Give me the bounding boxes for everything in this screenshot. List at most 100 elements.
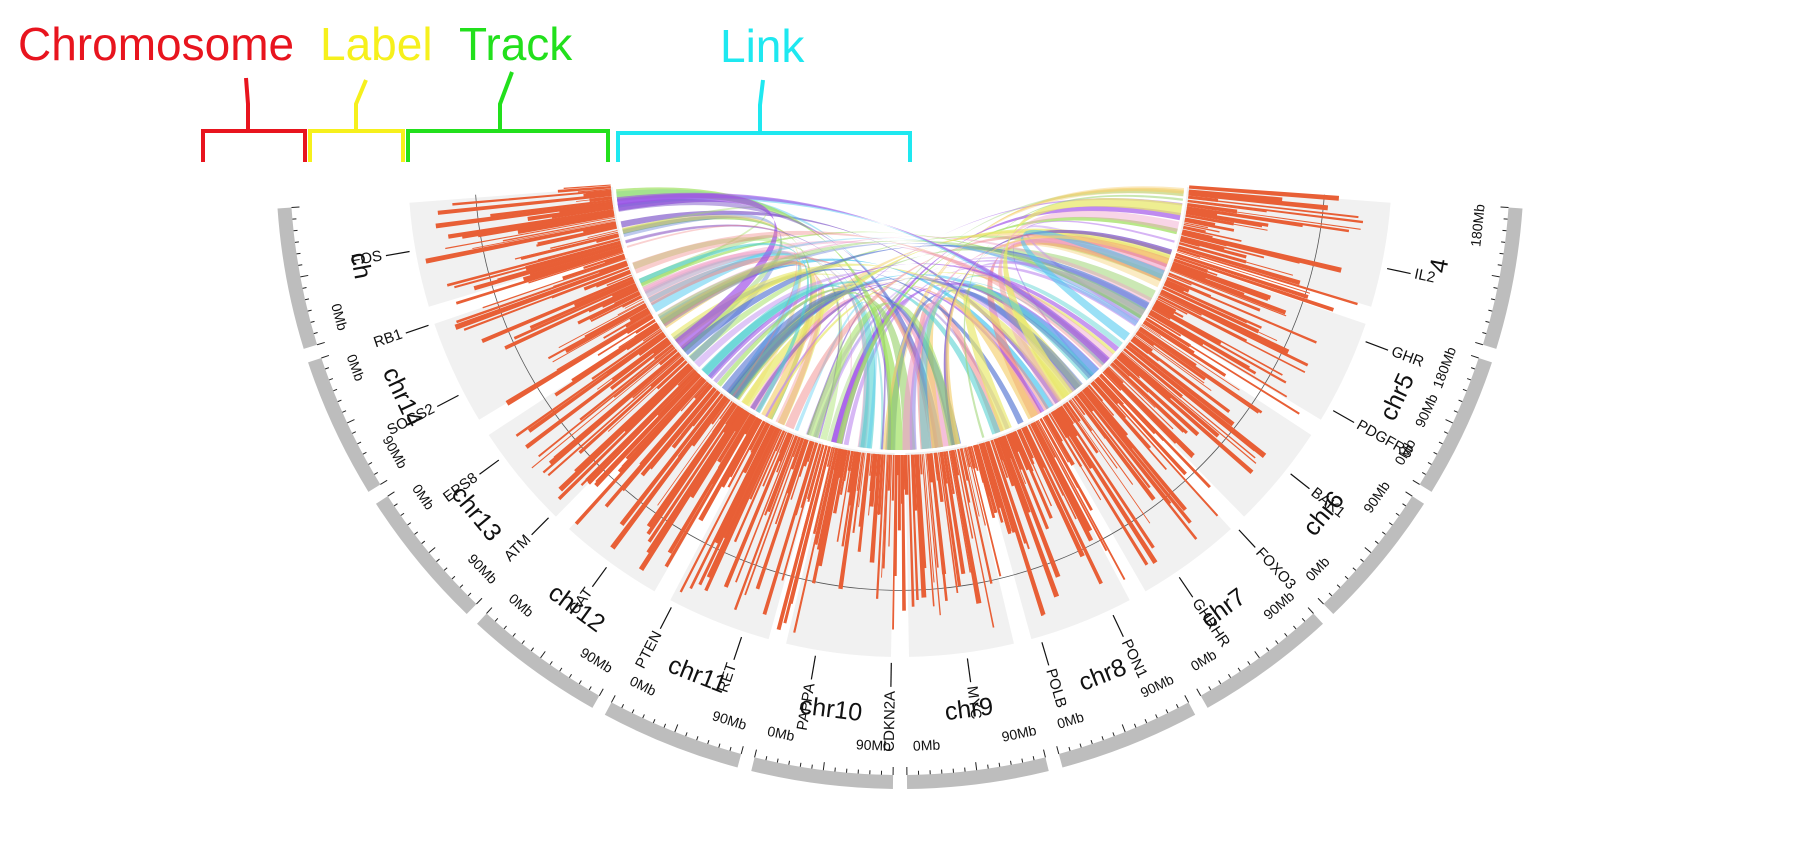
track-bar [1043, 416, 1058, 438]
track-bar [547, 356, 683, 477]
tick-mark [1427, 461, 1432, 465]
track-bar [1062, 404, 1076, 423]
track-bar [1179, 238, 1247, 259]
tick-label: 90Mb [465, 551, 501, 587]
track-bar [1166, 278, 1317, 344]
track-bar [589, 293, 641, 321]
tick-mark [987, 764, 989, 769]
track-bar [858, 452, 866, 508]
track-bar [658, 348, 678, 366]
track-bar [597, 319, 655, 356]
tick-mark [324, 367, 330, 370]
chromosome-band [1058, 702, 1196, 768]
track-bar [563, 184, 611, 190]
track-bar [984, 441, 1016, 533]
link-ribbon [670, 263, 1070, 402]
track-bar [526, 276, 633, 322]
gene-leader-line [591, 566, 607, 588]
track-bar [437, 193, 612, 215]
track-bar [577, 188, 612, 193]
track-segment [786, 445, 895, 657]
tick-mark [1470, 354, 1479, 359]
track-bar [1024, 425, 1103, 585]
link-ribbon [659, 261, 823, 426]
tick-mark [1196, 688, 1202, 696]
chromosome-chr4: 180Mb 4 [1424, 203, 1523, 349]
track-bar [1165, 279, 1190, 293]
gene-label-cdkn2a: CDKN2A [881, 662, 899, 752]
track-bar [792, 437, 801, 458]
track-bar [1169, 270, 1287, 317]
tick-mark [1068, 746, 1071, 751]
track-bar [1183, 223, 1220, 233]
tick-mark [998, 762, 1001, 767]
link-ribbon [707, 263, 1120, 380]
track-bar [1157, 296, 1306, 374]
track-bar [554, 324, 660, 397]
tick-mark [559, 667, 563, 672]
track-bar [767, 435, 799, 513]
gene-leader-line [436, 394, 459, 408]
tick-mark [776, 758, 779, 763]
track-bar [888, 454, 893, 547]
tick-mark [1010, 760, 1012, 765]
tick-mark [1307, 607, 1314, 614]
track-bar [667, 413, 754, 554]
track-bar [1185, 215, 1268, 231]
tick-mark [1405, 491, 1413, 497]
tick-mark [663, 723, 667, 728]
track-bar [529, 280, 636, 330]
track-bar [1097, 376, 1124, 405]
tick-mark [1344, 575, 1349, 580]
track-bar [957, 449, 995, 628]
gene-label-fos: FOS [350, 247, 410, 270]
tick-mark [1475, 341, 1484, 346]
track-bar [704, 428, 781, 592]
tick-mark [1237, 667, 1241, 672]
track-bar [553, 260, 627, 288]
track-bar [790, 437, 805, 470]
track-bar [1180, 235, 1265, 259]
track-bar [833, 449, 848, 514]
tick-mark [1360, 558, 1364, 562]
track-bar [1127, 342, 1167, 374]
tick-mark [328, 378, 334, 381]
gene-label-polb: POLB [1041, 642, 1070, 710]
track-bar [1094, 378, 1119, 405]
tick-mark [494, 617, 499, 622]
track-bar [1136, 330, 1206, 381]
track-bar [779, 432, 789, 454]
track-bar [723, 432, 791, 588]
track-bar [1182, 229, 1213, 239]
track-bar [841, 451, 858, 547]
tick-mark [1079, 743, 1082, 748]
tick-mark [1395, 512, 1400, 516]
chromosome-label: ch [345, 250, 377, 281]
tick-mark [975, 762, 978, 771]
track-bar [719, 401, 733, 420]
track-bar [606, 274, 632, 287]
track-bar [1005, 434, 1027, 485]
track-bar [923, 454, 935, 583]
track-bar [515, 331, 664, 437]
track-bar [1135, 331, 1155, 347]
track-bar [734, 417, 759, 459]
gene-label-pten: PTEN [632, 607, 672, 671]
tick-mark [451, 575, 456, 580]
track-bar [447, 209, 614, 239]
tick-mark [346, 419, 355, 424]
track-bar [903, 454, 907, 490]
tick-label: 90Mb [1260, 588, 1297, 623]
track-bar [914, 454, 918, 482]
track-bar [590, 295, 642, 323]
track-bar [897, 454, 900, 476]
track-bar [744, 437, 803, 596]
track-bar [1189, 186, 1210, 190]
tick-mark [302, 287, 307, 289]
track-bar [755, 439, 809, 590]
track-bar [1134, 334, 1212, 392]
tick-mark [342, 410, 347, 413]
tick-mark [729, 746, 732, 751]
tick-mark [765, 756, 768, 761]
tick-mark [1155, 714, 1158, 719]
